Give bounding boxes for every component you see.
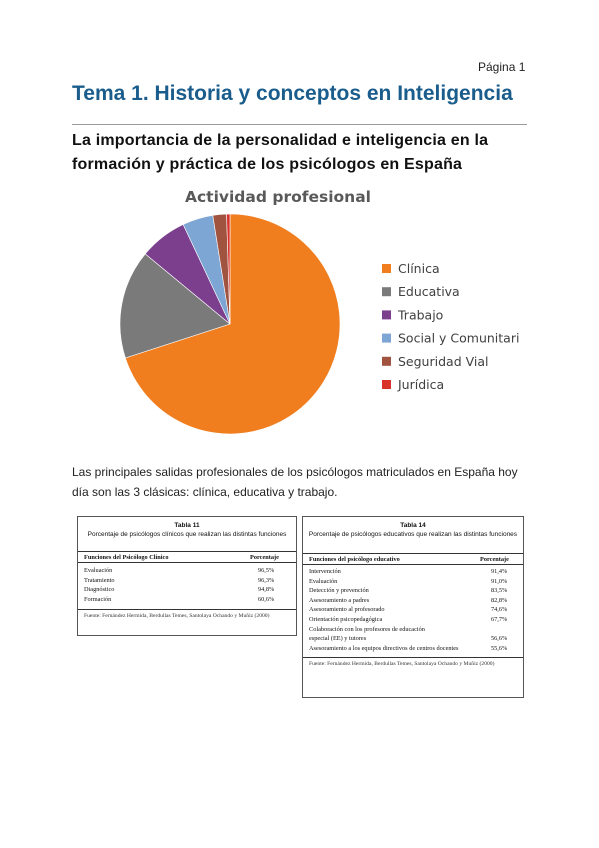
pie-slices xyxy=(119,213,341,435)
table-row: Asesoramiento al profesorado 74,6% xyxy=(303,605,523,615)
row-label: Detección y prevención xyxy=(309,587,369,595)
page-number: Página 1 xyxy=(478,60,526,74)
table-source: Fuente: Fernández Hermida, Berdullas Tem… xyxy=(303,657,523,669)
row-value: 82,8% xyxy=(491,596,508,604)
row-value: 91,0% xyxy=(491,577,508,585)
legend-label: Clínica xyxy=(398,261,440,276)
legend-swatch xyxy=(382,333,391,343)
legend-swatch xyxy=(382,380,391,389)
legend-swatch xyxy=(382,264,391,273)
row-value: 91,4% xyxy=(491,568,508,575)
row-label: Colaboración con los profesores de educa… xyxy=(309,625,425,633)
column-header: Funciones del psicólogo educativo xyxy=(309,556,400,563)
table-title: Porcentaje de psicólogos educativos que … xyxy=(308,530,518,538)
row-value: 67,7% xyxy=(491,615,508,623)
table-header-row: Funciones del psicólogo educativo Porcen… xyxy=(303,553,523,565)
table-caption: Tabla 11 Porcentaje de psicólogos clínic… xyxy=(78,517,296,549)
table-body: Evaluación 96,5% Tratamiento 96,3% Diagnósti… xyxy=(78,566,296,604)
row-label: Evaluación xyxy=(84,567,113,574)
row-value: 74,6% xyxy=(491,606,508,614)
table-caption: Tabla 14 Porcentaje de psicólogos educat… xyxy=(303,517,523,549)
table-number: Tabla 14 xyxy=(400,522,426,529)
pie-slice-0 xyxy=(125,213,341,435)
row-label: Evaluación xyxy=(309,577,338,585)
table-body: Intervención 91,4% Evaluación 91,0% Detecció… xyxy=(303,567,523,653)
table-source: Fuente: Fernández Hermida, Berdullas Tem… xyxy=(78,609,296,621)
row-value: 56,6% xyxy=(491,635,508,643)
body-paragraph: Las principales salidas profesionales de… xyxy=(72,465,518,499)
row-label: Formación xyxy=(84,595,112,603)
legend-label: Seguridad Vial xyxy=(398,354,488,369)
row-label: Orientación psicopedagógica xyxy=(309,615,383,623)
legend-label: Educativa xyxy=(398,284,460,299)
row-label: Tratamiento xyxy=(84,576,115,584)
table-title: Porcentaje de psicólogos clínicos que re… xyxy=(87,530,287,538)
table-row: Evaluación 91,0% xyxy=(303,577,523,587)
table-row: Orientación psicopedagógica 67,7% xyxy=(303,615,523,625)
row-value: 96,5% xyxy=(258,567,275,574)
legend-label: Trabajo xyxy=(397,307,443,322)
legend-label: Social y Comunitaria xyxy=(398,331,520,346)
table-row: Diagnóstico 94,8% xyxy=(78,585,296,595)
page-title: Tema 1. Historia y conceptos en Intelige… xyxy=(72,82,513,105)
legend-swatch xyxy=(382,310,391,320)
row-label: Asesoramiento a los equipos directivos d… xyxy=(309,644,459,652)
table-row: Tratamiento 96,3% xyxy=(78,576,296,586)
row-label: Diagnóstico xyxy=(84,586,115,594)
column-header: Porcentaje xyxy=(480,556,509,563)
row-value: 96,3% xyxy=(258,576,275,584)
table-row: Asesoramiento a padres 82,8% xyxy=(303,596,523,606)
legend-swatch xyxy=(382,356,391,366)
column-header: Funciones del Psicólogo Clínico xyxy=(84,554,169,561)
title-divider xyxy=(72,124,527,125)
table-header-row: Funciones del Psicólogo Clínico Porcenta… xyxy=(78,551,296,563)
table-row: especial (EE) y tutores 56,6% xyxy=(303,634,523,644)
pie-slice-1 xyxy=(119,253,231,359)
table-row: Formación 60,6% xyxy=(78,595,296,605)
table-row: Evaluación 96,5% xyxy=(78,566,296,576)
legend-swatch xyxy=(382,287,391,297)
table-11: Tabla 11 Porcentaje de psicólogos clínic… xyxy=(77,516,297,636)
row-label: especial (EE) y tutores xyxy=(309,635,367,643)
section-subtitle: La importancia de la personalidad e inte… xyxy=(72,132,489,173)
table-number: Tabla 11 xyxy=(174,522,200,529)
table-row: Intervención 91,4% xyxy=(303,567,523,577)
row-value: 94,8% xyxy=(258,586,275,594)
legend-label: Jurídica xyxy=(397,377,444,392)
table-row: Asesoramiento a los equipos directivos d… xyxy=(303,644,523,654)
row-label: Intervención xyxy=(309,568,341,575)
chart-legend: Clínica Educativa Trabajo Social y Comunita… xyxy=(382,261,520,392)
pie-chart: Actividad profesional Clínica Educativa Tr… xyxy=(119,188,520,435)
row-label: Asesoramiento a padres xyxy=(309,596,370,604)
row-value: 55,6% xyxy=(491,644,508,652)
table-14: Tabla 14 Porcentaje de psicólogos educat… xyxy=(302,516,524,698)
row-value: 60,6% xyxy=(258,595,275,603)
table-row: Detección y prevención 83,5% xyxy=(303,586,523,596)
table-row: Colaboración con los profesores de educa… xyxy=(303,625,523,635)
column-header: Porcentaje xyxy=(250,554,279,561)
pie-slice-5 xyxy=(226,213,231,325)
chart-title: Actividad profesional xyxy=(185,188,371,206)
row-value: 83,5% xyxy=(491,587,508,595)
row-label: Asesoramiento al profesorado xyxy=(309,606,385,614)
